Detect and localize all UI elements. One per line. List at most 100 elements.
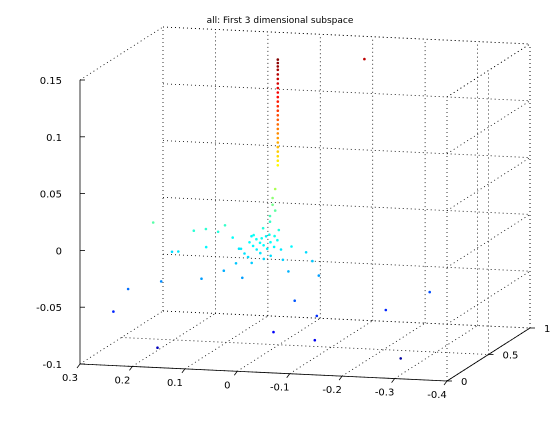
data-point — [277, 65, 280, 68]
data-point — [243, 252, 246, 255]
chart-title: all: First 3 dimensional subspace — [207, 16, 354, 26]
data-point — [316, 315, 319, 318]
data-point — [277, 141, 280, 144]
data-point — [271, 197, 274, 200]
data-point — [248, 241, 251, 244]
data-point — [273, 235, 276, 238]
data-point — [265, 235, 268, 238]
data-point — [277, 73, 280, 76]
data-point — [223, 269, 226, 272]
data-point — [271, 204, 274, 207]
data-point — [160, 280, 163, 283]
y-tick-label: 0.5 — [503, 351, 519, 362]
data-point — [274, 209, 277, 212]
z-tick-label: 0 — [56, 246, 62, 257]
data-point — [277, 96, 280, 99]
x-tick-label: -0.1 — [270, 383, 290, 394]
data-point — [262, 227, 265, 230]
data-point — [177, 250, 180, 253]
data-point — [318, 274, 321, 277]
data-point — [277, 155, 280, 158]
data-point — [268, 233, 271, 236]
z-tick-label: 0.15 — [40, 76, 62, 87]
data-point — [277, 123, 280, 126]
data-point — [255, 238, 258, 241]
x-tick-label: 0 — [224, 380, 230, 391]
data-point — [277, 159, 280, 162]
x-tick-label: -0.3 — [375, 388, 395, 399]
data-point — [255, 248, 258, 251]
data-point — [231, 236, 234, 239]
data-point — [277, 150, 280, 153]
data-point — [205, 228, 208, 231]
data-point — [277, 78, 280, 81]
data-point — [259, 252, 262, 255]
x-tick-label: 0.2 — [114, 375, 130, 386]
data-point — [205, 246, 208, 249]
y-tick-label: 1 — [544, 324, 550, 335]
data-point — [385, 309, 388, 312]
data-point — [238, 247, 241, 250]
data-point — [277, 69, 280, 72]
data-point — [250, 235, 253, 238]
data-point — [282, 259, 285, 262]
data-point — [156, 346, 159, 349]
data-point — [269, 215, 272, 218]
data-point — [269, 255, 272, 258]
data-point — [241, 277, 244, 280]
x-tick-label: 0.3 — [62, 373, 78, 384]
data-point — [247, 256, 250, 259]
data-point — [277, 146, 280, 149]
x-tick-label: -0.4 — [427, 390, 447, 401]
data-point — [314, 339, 317, 342]
data-point — [269, 220, 272, 223]
data-point — [235, 262, 238, 265]
data-point — [277, 105, 280, 108]
data-point — [266, 248, 269, 251]
data-point — [277, 119, 280, 122]
data-point — [277, 58, 280, 61]
data-point — [217, 231, 220, 234]
data-point — [428, 291, 431, 294]
data-point — [273, 246, 276, 249]
data-point — [277, 109, 280, 112]
data-point — [277, 91, 280, 94]
data-point — [290, 245, 293, 248]
data-point — [252, 245, 255, 248]
data-point — [262, 244, 265, 247]
data-point — [152, 221, 155, 224]
data-point — [277, 114, 280, 117]
x-tick-label: 0.1 — [167, 378, 183, 389]
data-point — [277, 100, 280, 103]
data-point — [272, 331, 275, 334]
y-tick-label: 0 — [461, 377, 467, 388]
data-point — [287, 270, 290, 273]
data-point — [280, 248, 283, 251]
data-point — [171, 251, 174, 254]
data-point — [224, 224, 227, 227]
data-point — [399, 357, 402, 360]
z-tick-label: -0.1 — [42, 360, 62, 371]
data-point — [277, 164, 280, 167]
data-point — [277, 137, 280, 140]
data-point — [259, 242, 262, 245]
data-point — [305, 251, 308, 254]
z-tick-label: 0.05 — [40, 190, 62, 201]
data-point — [127, 288, 130, 291]
data-point — [269, 241, 272, 244]
data-point — [363, 58, 366, 61]
data-point — [293, 299, 296, 302]
data-point — [277, 87, 280, 90]
data-point — [250, 262, 253, 265]
data-point — [193, 229, 196, 232]
data-point — [277, 132, 280, 135]
data-point — [311, 260, 314, 263]
data-point — [277, 128, 280, 131]
data-point — [277, 62, 280, 65]
data-point — [112, 310, 115, 313]
data-point — [274, 188, 277, 191]
x-tick-label: -0.2 — [322, 385, 342, 396]
